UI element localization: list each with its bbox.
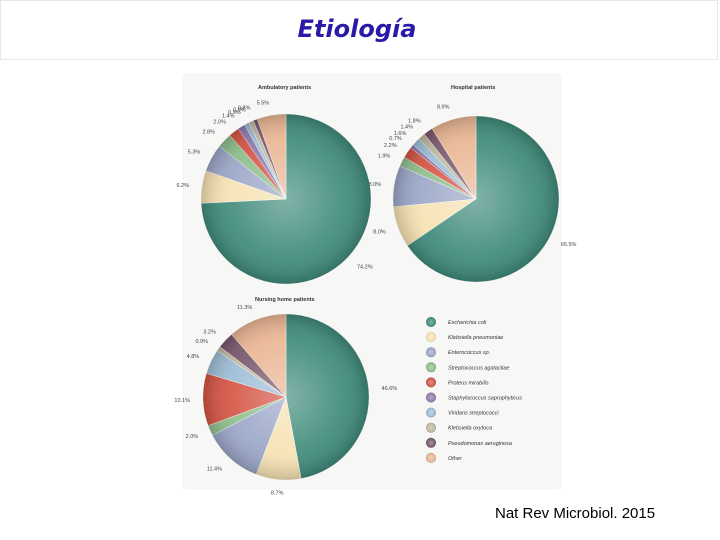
data-label: 5.3% bbox=[188, 150, 201, 156]
legend-swatch-shading bbox=[426, 422, 436, 433]
chart-title: Hospital patients bbox=[451, 85, 495, 91]
data-label: 4.8% bbox=[187, 354, 200, 360]
legend-label: Other bbox=[448, 456, 463, 462]
pie-charts-figure: Ambulatory patients 74.2% 6.2% 5.3% 2.8% 2.0%… bbox=[174, 85, 577, 497]
title-bar: Etiología bbox=[0, 0, 718, 60]
chart-title: Nursing home patients bbox=[255, 297, 315, 303]
legend-item-streptococcus-agalactiae: Streptococcus agalactiae bbox=[426, 362, 509, 373]
legend-item-klebsiella-pneumoniae: Klebsiella pneumoniae bbox=[426, 332, 503, 343]
data-label: 2.0% bbox=[213, 120, 226, 126]
data-label: 11.4% bbox=[207, 467, 222, 473]
data-label: 2.2% bbox=[384, 143, 397, 149]
data-label: 2.0% bbox=[186, 434, 199, 440]
data-label: 74.2% bbox=[357, 265, 373, 271]
citation: Nat Rev Microbiol. 2015 bbox=[495, 505, 656, 522]
data-label: 0.9% bbox=[195, 339, 208, 345]
legend-swatch-shading bbox=[426, 317, 436, 327]
legend-item-enterococcus-sp: Enterococcus sp. bbox=[426, 347, 490, 358]
data-label: 1.9% bbox=[378, 154, 391, 160]
legend-swatch-shading bbox=[426, 407, 436, 418]
data-label: 8.0% bbox=[373, 230, 386, 236]
slide-title: Etiología bbox=[297, 15, 417, 43]
data-label: 0.8% bbox=[238, 106, 251, 112]
legend-item-proteus-mirabilis: Proteus mirabilis bbox=[426, 377, 489, 388]
legend-item-other: Other bbox=[426, 452, 463, 463]
legend-swatch-shading bbox=[426, 347, 436, 358]
pie-chart-hospital: Hospital patients 65.5% 8.0% 8.0% 1.9% 2.2%0.… bbox=[369, 85, 577, 283]
data-label: 8.7% bbox=[271, 491, 284, 497]
legend-label: Viridans streptococci bbox=[448, 411, 499, 417]
legend-swatch-shading bbox=[426, 437, 436, 448]
data-label: 1.8% bbox=[408, 119, 421, 125]
legend-item-escherichia-coli: Escherichia coli bbox=[426, 317, 487, 327]
data-label: 11.3% bbox=[237, 305, 252, 311]
data-label: 46.6% bbox=[382, 386, 398, 392]
data-label: 5.5% bbox=[257, 101, 270, 107]
data-label: 1.6% bbox=[394, 131, 407, 137]
data-label: 8.0% bbox=[369, 182, 382, 188]
legend-item-staphylococcus-saprophyticus: Staphylococcus saprophyticus bbox=[426, 392, 522, 403]
legend-label: Staphylococcus saprophyticus bbox=[448, 396, 522, 402]
data-label: 3.2% bbox=[203, 329, 216, 335]
data-label: 8.9% bbox=[437, 105, 450, 111]
legend-label: Escherichia coli bbox=[448, 320, 487, 326]
legend-label: Pseudomonas aeruginosa bbox=[448, 441, 512, 447]
legend-swatch-shading bbox=[426, 332, 436, 343]
legend-item-viridans-streptococci: Viridans streptococci bbox=[426, 407, 499, 418]
legend-swatch-shading bbox=[426, 377, 436, 388]
legend-item-klebsiella-oxytoca: Klebsiella oxytoca bbox=[426, 422, 492, 433]
slice-escherichia-coli bbox=[285, 313, 370, 479]
pie-chart-nursing-home: Nursing home patients 46.6% 8.7% 11.4% 2.0% 1… bbox=[174, 297, 397, 497]
data-label: 1.4% bbox=[400, 125, 413, 131]
legend-swatch-shading bbox=[426, 392, 436, 403]
legend-label: Streptococcus agalactiae bbox=[448, 365, 509, 371]
data-label: 2.8% bbox=[202, 130, 215, 136]
legend-swatch-shading bbox=[426, 362, 436, 373]
data-label: 0.9% bbox=[228, 110, 241, 116]
legend-item-pseudomonas-aeruginosa: Pseudomonas aeruginosa bbox=[426, 437, 512, 448]
legend-label: Proteus mirabilis bbox=[448, 380, 489, 386]
legend-swatch-shading bbox=[426, 452, 436, 463]
legend: Escherichia coli Klebsiella pneumoniae Ent… bbox=[426, 317, 522, 463]
legend-label: Klebsiella oxytoca bbox=[448, 426, 492, 432]
data-label: 0.7% bbox=[389, 136, 402, 142]
pie-chart-ambulatory: Ambulatory patients 74.2% 6.2% 5.3% 2.8% 2.0%… bbox=[176, 85, 373, 285]
data-label: 0.9% bbox=[233, 108, 246, 114]
data-label: 65.5% bbox=[561, 242, 577, 248]
data-label: 6.2% bbox=[176, 183, 189, 189]
legend-label: Klebsiella pneumoniae bbox=[448, 335, 503, 341]
data-label: 10.1% bbox=[174, 398, 190, 404]
legend-label: Enterococcus sp. bbox=[448, 350, 490, 356]
chart-title: Ambulatory patients bbox=[258, 85, 311, 91]
